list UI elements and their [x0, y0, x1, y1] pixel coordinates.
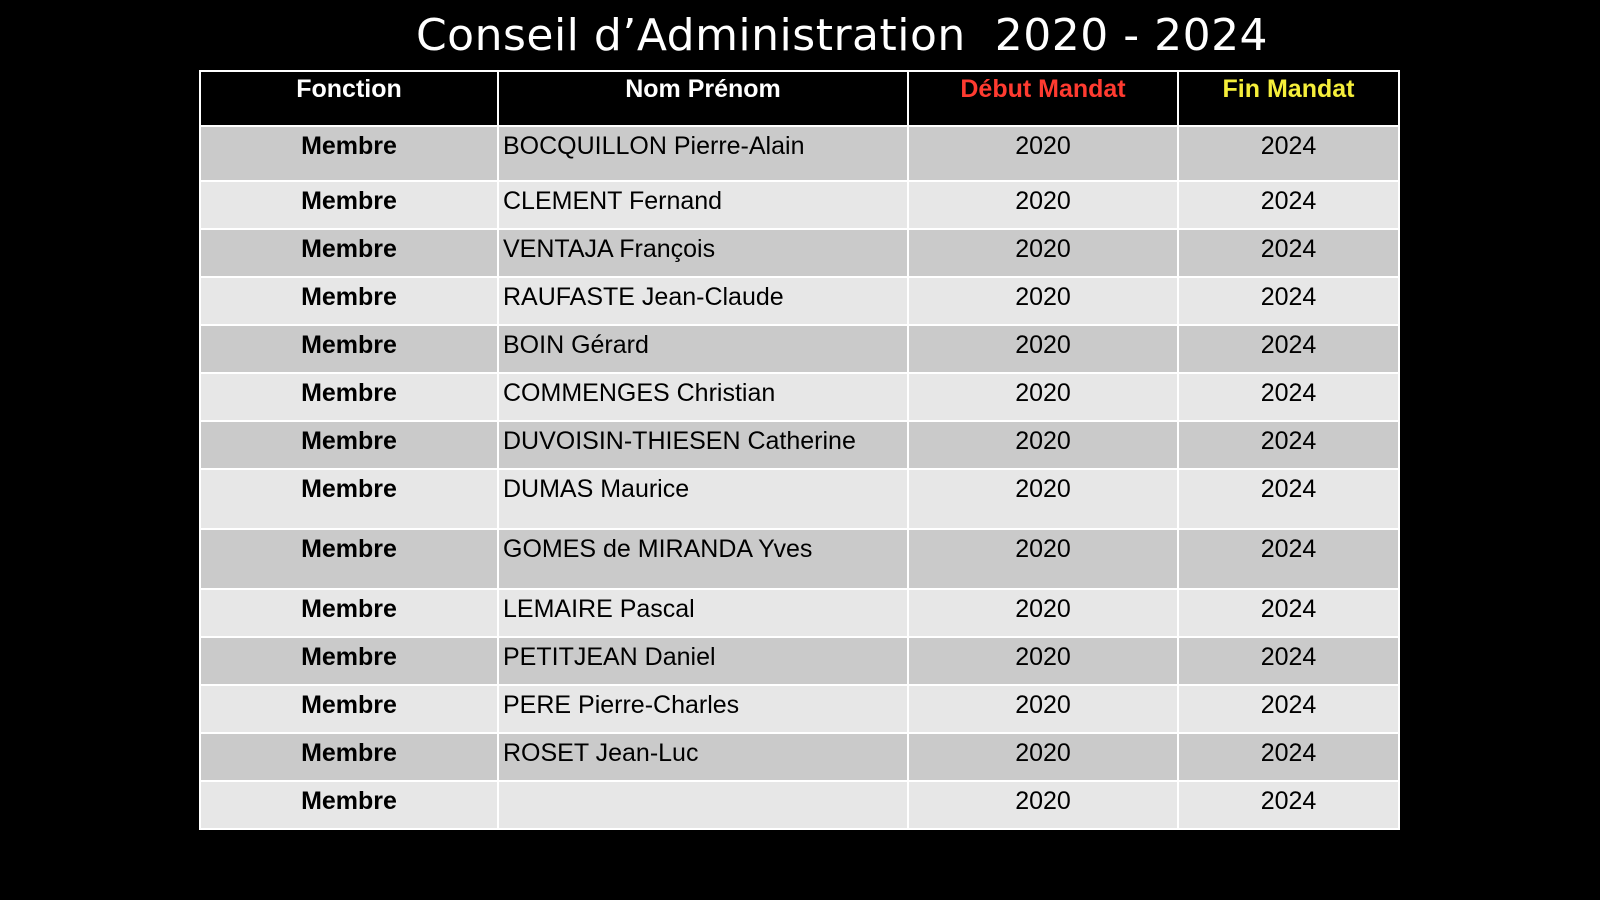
- nom-prenom-cell: DUVOISIN-THIESEN Catherine: [497, 420, 909, 470]
- nom-prenom-cell: ROSET Jean-Luc: [497, 732, 909, 782]
- table-row: Membre LEMAIRE Pascal 2020 2024: [199, 588, 1400, 638]
- header-nom-prenom: Nom Prénom: [497, 70, 909, 127]
- slide-title: Conseil d’Administration 2020 - 2024: [415, 10, 1269, 61]
- nom-prenom-cell: PERE Pierre-Charles: [497, 684, 909, 734]
- debut-mandat-cell: 2020: [907, 468, 1179, 530]
- fonction-cell: Membre: [199, 732, 499, 782]
- fonction-cell: Membre: [199, 372, 499, 422]
- fin-mandat-cell: 2024: [1177, 636, 1400, 686]
- fin-mandat-cell: 2024: [1177, 372, 1400, 422]
- debut-mandat-cell: 2020: [907, 228, 1179, 278]
- nom-prenom-cell: RAUFASTE Jean-Claude: [497, 276, 909, 326]
- table-row: Membre ROSET Jean-Luc 2020 2024: [199, 732, 1400, 782]
- fonction-cell: Membre: [199, 684, 499, 734]
- fin-mandat-cell: 2024: [1177, 420, 1400, 470]
- fonction-cell: Membre: [199, 468, 499, 530]
- fin-mandat-cell: 2024: [1177, 324, 1400, 374]
- board-members-table: Fonction Nom Prénom Début Mandat Fin Man…: [199, 70, 1400, 830]
- table-row: Membre RAUFASTE Jean-Claude 2020 2024: [199, 276, 1400, 326]
- fin-mandat-cell: 2024: [1177, 732, 1400, 782]
- fin-mandat-cell: 2024: [1177, 528, 1400, 590]
- nom-prenom-cell: BOIN Gérard: [497, 324, 909, 374]
- fonction-cell: Membre: [199, 588, 499, 638]
- fin-mandat-cell: 2024: [1177, 276, 1400, 326]
- nom-prenom-cell: BOCQUILLON Pierre-Alain: [497, 125, 909, 182]
- table-header-row: Fonction Nom Prénom Début Mandat Fin Man…: [199, 70, 1400, 127]
- debut-mandat-cell: 2020: [907, 732, 1179, 782]
- table-row: Membre BOCQUILLON Pierre-Alain 2020 2024: [199, 125, 1400, 182]
- fonction-cell: Membre: [199, 780, 499, 830]
- nom-prenom-cell: COMMENGES Christian: [497, 372, 909, 422]
- table-row: Membre PETITJEAN Daniel 2020 2024: [199, 636, 1400, 686]
- fonction-cell: Membre: [199, 636, 499, 686]
- nom-prenom-cell: CLEMENT Fernand: [497, 180, 909, 230]
- fin-mandat-cell: 2024: [1177, 780, 1400, 830]
- header-fonction: Fonction: [199, 70, 499, 127]
- nom-prenom-cell: [497, 780, 909, 830]
- fonction-cell: Membre: [199, 324, 499, 374]
- fonction-cell: Membre: [199, 420, 499, 470]
- debut-mandat-cell: 2020: [907, 372, 1179, 422]
- debut-mandat-cell: 2020: [907, 125, 1179, 182]
- fonction-cell: Membre: [199, 228, 499, 278]
- fin-mandat-cell: 2024: [1177, 180, 1400, 230]
- table-row: Membre BOIN Gérard 2020 2024: [199, 324, 1400, 374]
- fin-mandat-cell: 2024: [1177, 468, 1400, 530]
- table-row: Membre VENTAJA François 2020 2024: [199, 228, 1400, 278]
- debut-mandat-cell: 2020: [907, 180, 1179, 230]
- debut-mandat-cell: 2020: [907, 420, 1179, 470]
- table-row: Membre DUVOISIN-THIESEN Catherine 2020 2024: [199, 420, 1400, 470]
- fin-mandat-cell: 2024: [1177, 684, 1400, 734]
- debut-mandat-cell: 2020: [907, 588, 1179, 638]
- nom-prenom-cell: LEMAIRE Pascal: [497, 588, 909, 638]
- table-body: Membre BOCQUILLON Pierre-Alain 2020 2024 Mem…: [199, 125, 1400, 830]
- debut-mandat-cell: 2020: [907, 528, 1179, 590]
- fin-mandat-cell: 2024: [1177, 125, 1400, 182]
- debut-mandat-cell: 2020: [907, 324, 1179, 374]
- fin-mandat-cell: 2024: [1177, 588, 1400, 638]
- table-row: Membre DUMAS Maurice 2020 2024: [199, 468, 1400, 530]
- fonction-cell: Membre: [199, 528, 499, 590]
- fonction-cell: Membre: [199, 276, 499, 326]
- table-row: Membre COMMENGES Christian 2020 2024: [199, 372, 1400, 422]
- debut-mandat-cell: 2020: [907, 684, 1179, 734]
- table-row: Membre CLEMENT Fernand 2020 2024: [199, 180, 1400, 230]
- nom-prenom-cell: VENTAJA François: [497, 228, 909, 278]
- table-row: Membre GOMES de MIRANDA Yves 2020 2024: [199, 528, 1400, 590]
- nom-prenom-cell: GOMES de MIRANDA Yves: [497, 528, 909, 590]
- table-row: Membre 2020 2024: [199, 780, 1400, 830]
- fonction-cell: Membre: [199, 125, 499, 182]
- header-debut-mandat: Début Mandat: [907, 70, 1179, 127]
- fonction-cell: Membre: [199, 180, 499, 230]
- nom-prenom-cell: PETITJEAN Daniel: [497, 636, 909, 686]
- nom-prenom-cell: DUMAS Maurice: [497, 468, 909, 530]
- fin-mandat-cell: 2024: [1177, 228, 1400, 278]
- table-row: Membre PERE Pierre-Charles 2020 2024: [199, 684, 1400, 734]
- debut-mandat-cell: 2020: [907, 276, 1179, 326]
- header-fin-mandat: Fin Mandat: [1177, 70, 1400, 127]
- debut-mandat-cell: 2020: [907, 780, 1179, 830]
- debut-mandat-cell: 2020: [907, 636, 1179, 686]
